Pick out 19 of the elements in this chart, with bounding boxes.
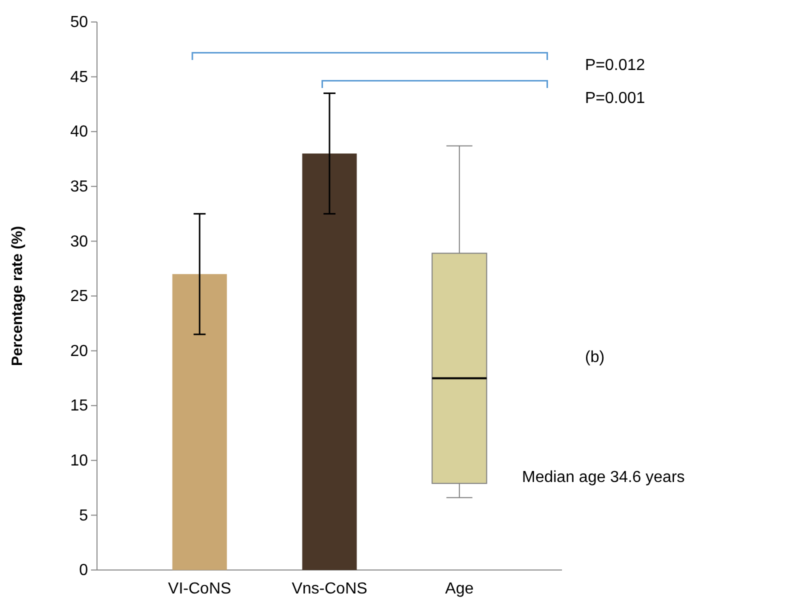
x-tick-label: Vns-CoNS	[292, 580, 368, 598]
y-tick-label: 25	[70, 288, 88, 306]
y-tick-label: 20	[70, 342, 88, 360]
annotation: Median age 34.6 years	[522, 469, 685, 486]
y-tick-label: 45	[70, 68, 88, 86]
y-tick-label: 40	[70, 124, 88, 141]
y-tick-label: 0	[79, 562, 88, 580]
y-tick-label: 30	[70, 233, 88, 250]
y-tick-label: 35	[70, 178, 88, 196]
text: P=0.012	[585, 57, 646, 74]
y-tick-label: 5	[79, 507, 88, 524]
x-tick-label: Age	[445, 580, 474, 598]
y-tick-label: 15	[70, 398, 88, 415]
y-axis-title: Percentage rate (%)	[9, 226, 26, 366]
text: P=0.001	[585, 90, 646, 107]
x-tick-label: VI-CoNS	[168, 580, 232, 598]
text: (b)	[585, 349, 605, 366]
y-tick-label: 50	[70, 14, 88, 32]
y-tick-label: 10	[70, 452, 88, 470]
